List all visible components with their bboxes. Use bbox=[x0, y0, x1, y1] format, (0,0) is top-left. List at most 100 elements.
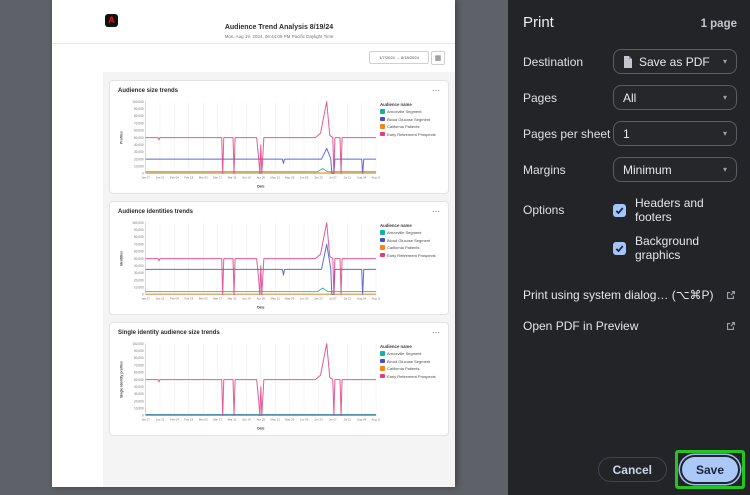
svg-text:90,000: 90,000 bbox=[134, 228, 144, 232]
svg-text:Mar 17: Mar 17 bbox=[213, 175, 222, 179]
pages-select[interactable]: All ▾ bbox=[613, 85, 737, 110]
legend-label: Blood Glucose Segment bbox=[387, 116, 431, 122]
line-chart: 0 10,000 20,000 30,000 40,000 50,000 60,000 70,… bbox=[119, 342, 380, 431]
svg-text:Jul 07: Jul 07 bbox=[329, 175, 337, 179]
chart-body: 0 10,000 20,000 30,000 40,000 50,000 60,000 70,… bbox=[118, 217, 440, 311]
link-open-pdf-in-preview[interactable]: Open PDF in Preview bbox=[523, 319, 737, 333]
svg-text:Jan 07: Jan 07 bbox=[141, 417, 150, 421]
svg-text:50,000: 50,000 bbox=[134, 257, 144, 261]
select-value: 1 bbox=[623, 126, 630, 141]
chart-title: Audience size trends bbox=[118, 88, 179, 94]
checkbox-headers-and-footers[interactable] bbox=[613, 203, 626, 217]
checkbox-label: Headers and footers bbox=[635, 196, 704, 224]
link-print-using-system-dialog-p[interactable]: Print using system dialog… (⌥⌘P) bbox=[523, 288, 737, 302]
svg-text:Mar 17: Mar 17 bbox=[213, 417, 222, 421]
svg-text:Aug 18: Aug 18 bbox=[372, 296, 380, 300]
svg-text:30,000: 30,000 bbox=[134, 150, 144, 154]
svg-text:20,000: 20,000 bbox=[134, 157, 144, 161]
svg-text:May 26: May 26 bbox=[285, 175, 295, 179]
svg-text:Aug 18: Aug 18 bbox=[372, 417, 380, 421]
checkbox-background-graphics[interactable] bbox=[613, 241, 626, 255]
print-field-row: Pages per sheet 1 ▾ bbox=[523, 121, 737, 146]
legend-label: Arnoxville Segment bbox=[387, 109, 422, 114]
dialog-title: Print bbox=[523, 14, 554, 31]
legend-swatch bbox=[380, 351, 385, 356]
legend-item: Arnoxville Segment bbox=[380, 351, 440, 356]
svg-text:70,000: 70,000 bbox=[134, 121, 144, 125]
margins-select[interactable]: Minimum ▾ bbox=[613, 157, 737, 182]
svg-text:Jun 09: Jun 09 bbox=[300, 175, 309, 179]
svg-text:Mar 31: Mar 31 bbox=[228, 175, 237, 179]
chart-legend: Audience name Arnoxville Segment Blood Glu… bbox=[380, 217, 440, 260]
legend-label: Early Retirement Prospects bbox=[387, 131, 436, 137]
svg-text:Jan 21: Jan 21 bbox=[156, 296, 165, 300]
legend-swatch bbox=[380, 373, 385, 379]
svg-text:Date: Date bbox=[257, 426, 265, 430]
adobe-logo-letter: A bbox=[108, 15, 115, 25]
svg-text:50,000: 50,000 bbox=[134, 136, 144, 140]
svg-text:Apr 14: Apr 14 bbox=[242, 296, 251, 300]
ellipsis-menu-icon[interactable]: ⋯ bbox=[432, 86, 440, 95]
calendar-icon[interactable]: ▦ bbox=[431, 50, 445, 65]
adobe-logo-icon: A bbox=[105, 14, 118, 27]
svg-text:Feb 18: Feb 18 bbox=[184, 296, 193, 300]
print-option-row: Options Headers and footers bbox=[523, 196, 737, 224]
svg-text:Feb 04: Feb 04 bbox=[170, 417, 179, 421]
save-button[interactable]: Save bbox=[681, 457, 738, 482]
ellipsis-menu-icon[interactable]: ⋯ bbox=[432, 207, 440, 216]
chart-card: Single identity audience size trends ⋯ 0 10… bbox=[109, 322, 449, 436]
legend-item: Blood Glucose Segment bbox=[380, 359, 440, 364]
ellipsis-menu-icon[interactable]: ⋯ bbox=[432, 328, 440, 337]
legend-label: California Patients bbox=[387, 245, 420, 250]
chart-card: Audience identities trends ⋯ 0 10,000 20,000… bbox=[109, 201, 449, 315]
svg-text:Jun 23: Jun 23 bbox=[314, 417, 323, 421]
document-icon bbox=[623, 55, 633, 68]
chevron-down-icon: ▾ bbox=[722, 93, 727, 102]
svg-text:80,000: 80,000 bbox=[134, 235, 144, 239]
svg-text:May 12: May 12 bbox=[271, 417, 281, 421]
svg-text:Aug 04: Aug 04 bbox=[357, 296, 366, 300]
legend-item: California Patients bbox=[380, 124, 440, 129]
svg-text:Mar 17: Mar 17 bbox=[213, 296, 222, 300]
svg-text:50,000: 50,000 bbox=[134, 378, 144, 382]
svg-text:100,000: 100,000 bbox=[132, 100, 144, 104]
cancel-button[interactable]: Cancel bbox=[597, 457, 667, 482]
field-label: Pages bbox=[523, 90, 558, 105]
destination-select[interactable]: Save as PDF ▾ bbox=[613, 49, 737, 74]
svg-text:100,000: 100,000 bbox=[132, 342, 144, 346]
legend-title: Audience name bbox=[380, 223, 412, 228]
svg-text:Apr 28: Apr 28 bbox=[257, 296, 266, 300]
svg-text:May 26: May 26 bbox=[285, 296, 295, 300]
svg-text:20,000: 20,000 bbox=[134, 278, 144, 282]
chevron-down-icon: ▾ bbox=[722, 57, 727, 66]
legend-swatch bbox=[380, 252, 385, 258]
svg-text:Mar 31: Mar 31 bbox=[228, 296, 237, 300]
chart-legend: Audience name Arnoxville Segment Blood Glu… bbox=[380, 338, 440, 381]
svg-text:30,000: 30,000 bbox=[134, 271, 144, 275]
legend-title: Audience name bbox=[380, 344, 412, 349]
pages-per-sheet-select[interactable]: 1 ▾ bbox=[613, 121, 737, 146]
legend-swatch bbox=[380, 131, 385, 137]
print-preview-page: A Audience Trend Analysis 8/19/24 Mon, A… bbox=[52, 0, 455, 487]
legend-item: Early Retirement Prospects bbox=[380, 374, 440, 379]
svg-text:Aug 04: Aug 04 bbox=[357, 175, 366, 179]
options-label: Options bbox=[523, 203, 565, 217]
print-option-row: Background graphics bbox=[523, 234, 737, 262]
preview-cards: Audience size trends ⋯ 0 10,000 20,000 30,000… bbox=[103, 72, 455, 487]
link-label: Print using system dialog… (⌥⌘P) bbox=[523, 288, 714, 302]
svg-text:Feb 04: Feb 04 bbox=[170, 296, 179, 300]
legend-label: California Patients bbox=[387, 124, 420, 129]
svg-text:Aug 04: Aug 04 bbox=[357, 417, 366, 421]
document-title: Audience Trend Analysis 8/19/24 bbox=[224, 24, 334, 31]
dialog-buttons: Cancel Save bbox=[597, 450, 745, 489]
svg-text:90,000: 90,000 bbox=[134, 107, 144, 111]
legend-item: Early Retirement Prospects bbox=[380, 132, 440, 137]
svg-text:Jun 23: Jun 23 bbox=[314, 175, 323, 179]
svg-text:Apr 28: Apr 28 bbox=[257, 175, 266, 179]
date-range-input[interactable]: 1/7/2024 → 8/18/2024 bbox=[369, 51, 429, 64]
svg-text:Jun 09: Jun 09 bbox=[300, 417, 309, 421]
svg-text:Feb 18: Feb 18 bbox=[184, 175, 193, 179]
svg-text:60,000: 60,000 bbox=[134, 129, 144, 133]
svg-text:0: 0 bbox=[142, 172, 144, 176]
page-count: 1 page bbox=[700, 18, 737, 30]
